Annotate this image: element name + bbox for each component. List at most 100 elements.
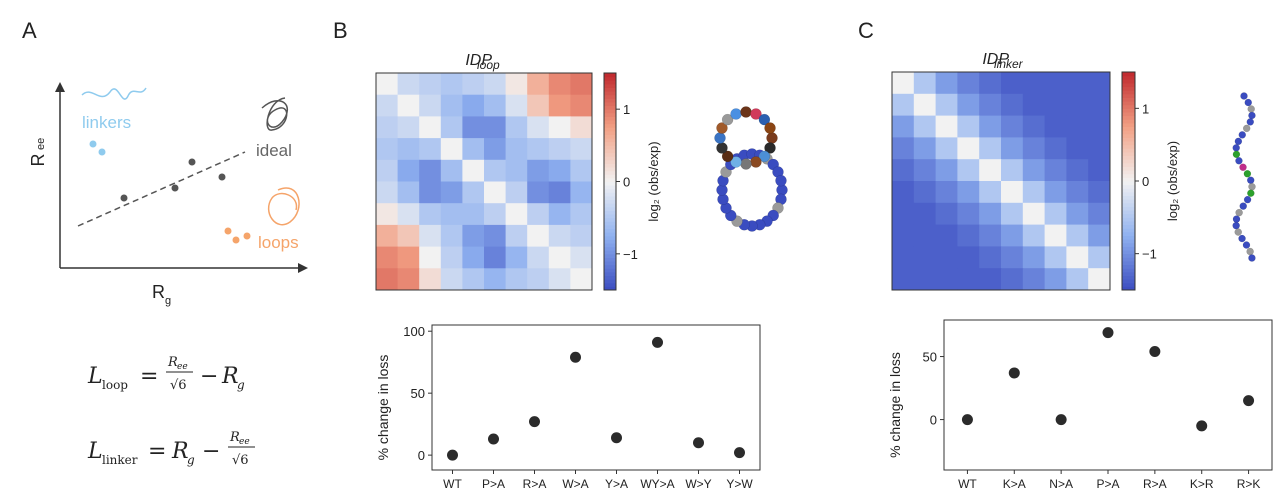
heatmap-cell (527, 94, 550, 117)
heatmap-cell (913, 72, 937, 95)
heatmap-cell (548, 138, 571, 161)
heatmap-cell (892, 115, 915, 138)
heatmap-cell (1001, 93, 1024, 117)
formula: L loop = R ee √6 − R g L linker = R g − … (87, 355, 255, 468)
heatmap-cell (1001, 115, 1024, 138)
heatmap-cell (1022, 137, 1046, 160)
heatmap-cell (570, 116, 593, 139)
colorbar-segment (1122, 250, 1135, 255)
colorbar-segment (604, 73, 616, 78)
y-label-sub: ee (35, 138, 47, 150)
bead (1235, 157, 1243, 165)
heatmap-cell (505, 246, 528, 269)
heatmap-cell (570, 181, 593, 204)
colorbar-segment (604, 91, 616, 96)
heatmap-cell (484, 181, 507, 204)
bead (1234, 137, 1243, 146)
heatmap-cell (570, 94, 593, 117)
molecule-renderings (714, 92, 1256, 262)
heatmap-cell (979, 268, 1002, 291)
bead (1232, 144, 1240, 152)
heatmap-cell (527, 138, 550, 161)
heatmap-cell (979, 115, 1002, 138)
colorbar-segment (1122, 75, 1135, 80)
bead (1235, 208, 1243, 217)
bead (750, 108, 762, 120)
colorbar-segment (604, 148, 616, 154)
heatmap-cell (462, 116, 485, 139)
arrow (298, 263, 308, 273)
colorbar-segment (1122, 195, 1135, 200)
colorbar-segment (604, 174, 616, 179)
colorbar-segment (604, 261, 616, 266)
heatmap-cell (979, 246, 1002, 269)
heatmap-cell (892, 268, 915, 291)
colorbar-segment (1122, 122, 1135, 127)
colorbar-segment (1122, 275, 1135, 280)
heatmap-cell (527, 116, 550, 139)
colorbar-segment (1122, 115, 1135, 120)
heatmap-cell (462, 138, 485, 161)
heatmap-cell (397, 224, 420, 248)
colorbar-segment (604, 210, 616, 215)
heatmap-cell (440, 116, 463, 139)
colorbar-segment (1122, 202, 1135, 207)
arrow (55, 82, 65, 92)
colorbar-tick-label: 1 (623, 102, 630, 117)
heatmap-cell (1022, 202, 1046, 226)
colorbar-tick-label: 1 (1142, 101, 1149, 116)
heatmap-cell (1066, 224, 1089, 247)
heatmap-cell (1044, 159, 1067, 182)
heatmap-cell (1044, 93, 1067, 117)
heatmap-cell (957, 246, 980, 269)
colorbar-segment (604, 156, 616, 161)
colorbar-segment (604, 163, 616, 168)
colorbar-segment (604, 181, 616, 186)
heatmap-cell (1022, 181, 1046, 204)
colorbar-segment (1122, 111, 1135, 117)
heatmap-cell (505, 116, 528, 139)
heatmap-cell (419, 116, 442, 139)
heatmap-cell (1088, 246, 1111, 269)
formula-part: √6 (232, 453, 249, 468)
heatmap-cell (505, 159, 528, 182)
colorbar-segment (604, 87, 616, 92)
colorbar-segment (604, 130, 616, 135)
colorbar-segment (1122, 184, 1135, 189)
heatmap-cell (376, 246, 399, 269)
bead (1238, 234, 1246, 243)
bead (1242, 241, 1251, 249)
bead (1247, 189, 1255, 197)
formula-part: = (140, 364, 158, 389)
heatmap-cell (376, 116, 399, 139)
bead (730, 156, 742, 168)
bead (764, 142, 776, 154)
bead (1246, 247, 1254, 256)
heatmap-cell (1001, 72, 1024, 95)
heatmap-cell (419, 268, 442, 291)
heatmap-cell (505, 268, 528, 291)
heatmap-cell (1001, 268, 1024, 291)
heatmap-cell (462, 181, 485, 204)
point (447, 449, 458, 461)
y-tick-label: 100 (403, 324, 425, 339)
heatmap-cell (397, 94, 420, 117)
colorbar-segment (604, 109, 616, 114)
colorbar-label: log₂ (obs/exp) (646, 141, 661, 221)
point (961, 414, 973, 426)
heatmap-cell (419, 73, 442, 96)
heatmap-cell (440, 94, 463, 117)
colorbar-segment (1122, 141, 1135, 146)
heatmap-cell (1022, 115, 1046, 138)
heatmap-cell (1044, 268, 1067, 291)
colorbar-segment (1122, 253, 1135, 258)
colorbar-segment (604, 250, 616, 255)
colorbar-segment (1122, 90, 1135, 95)
heatmap-cell (570, 268, 593, 291)
heatmap-cell (1066, 202, 1089, 226)
bead (1246, 176, 1255, 184)
heatmap-cell (1088, 181, 1111, 204)
colorbar-segment (1122, 242, 1135, 247)
heatmap-cell (376, 181, 399, 204)
heatmap-cell (570, 73, 593, 96)
